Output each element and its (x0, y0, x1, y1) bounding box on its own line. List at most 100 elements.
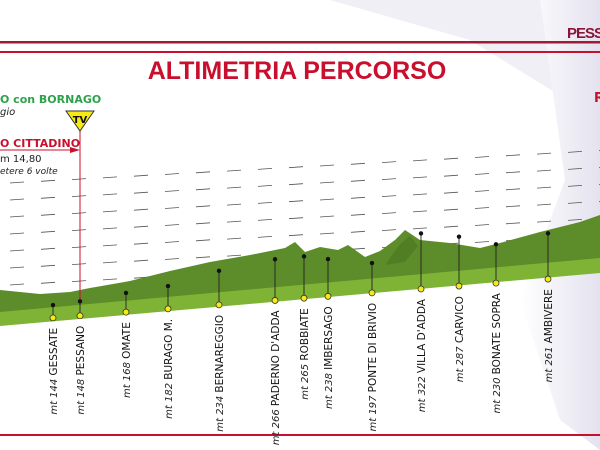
grid-dash (40, 281, 56, 284)
altitude-point (123, 290, 129, 296)
altitude-point (216, 268, 222, 274)
town-marker (492, 279, 500, 287)
grid-dash (226, 186, 242, 189)
town-label: mt 148 PESSANO (75, 326, 87, 415)
grid-dash (40, 213, 56, 216)
profile-shade (385, 236, 418, 265)
right-partial-label: R (594, 91, 600, 106)
grid-dash (443, 191, 459, 194)
grid-dash (536, 220, 552, 223)
grid-dash (164, 224, 180, 226)
grid-dash (102, 193, 118, 196)
grid-dash (71, 195, 87, 197)
town-marker (455, 282, 463, 290)
town-marker (76, 312, 84, 320)
grid-dash (319, 164, 335, 167)
grid-dash (133, 242, 149, 245)
town-altitude: mt 265 (300, 361, 311, 400)
town-marker (368, 289, 376, 297)
town-label: mt 287 CARVICO (454, 296, 466, 382)
town-altitude: mt 168 (122, 359, 133, 398)
grid-dash (102, 176, 118, 179)
town-name: ROBBIATE (299, 308, 311, 360)
town-altitude: mt 234 (215, 393, 226, 432)
town-name: BERNAREGGIO (214, 315, 226, 393)
grid-dash (226, 237, 242, 240)
grid-dash (288, 183, 304, 186)
grid-dash (102, 227, 118, 230)
grid-dash (474, 207, 490, 209)
town-marker (49, 314, 57, 322)
town-altitude: mt 148 (76, 376, 87, 415)
grid-dash (9, 215, 25, 218)
town-marker (417, 285, 425, 293)
grid-dash (71, 280, 87, 282)
town-name: VILLA D'ADDA (416, 298, 428, 373)
grid-dash (505, 154, 521, 157)
town-label: mt 261 AMBIVERE (543, 289, 555, 382)
town-label: mt 182 BURAGO M. (163, 319, 175, 419)
town-marker (164, 305, 172, 313)
grid-dash (9, 181, 25, 184)
grid-dash (288, 217, 304, 220)
tv-label: TV (73, 115, 88, 126)
grid-dash (71, 263, 87, 265)
grid-dash (319, 232, 335, 235)
grid-dash (133, 174, 149, 177)
grid-dash (381, 178, 397, 180)
grid-dash (226, 254, 242, 257)
grid-dash (288, 234, 304, 237)
grid-dash (102, 210, 118, 213)
grid-dash (195, 205, 211, 208)
town-marker (122, 308, 130, 316)
background-decoration (330, 0, 600, 120)
grid-dash (505, 222, 521, 225)
grid-dash (381, 229, 397, 231)
grid-dash (474, 156, 490, 158)
grid-dash (350, 179, 366, 182)
grid-dash (474, 173, 490, 175)
town-name: BONATE SOPRA (491, 292, 503, 374)
grid-dash (102, 261, 118, 264)
grid-dash (567, 168, 583, 170)
town-name: PESSANO (75, 326, 87, 376)
grid-dash (350, 230, 366, 233)
grid-dash (505, 188, 521, 191)
grid-dash (71, 246, 87, 248)
grid-dash (164, 241, 180, 243)
grid-dash (195, 188, 211, 191)
grid-dash (9, 249, 25, 252)
town-name: BURAGO M. (163, 319, 175, 380)
grid-dash (133, 259, 149, 262)
grid-dash (133, 208, 149, 211)
grid-dash (319, 181, 335, 184)
town-name: PADERNO D'ADDA (270, 310, 282, 406)
grid-dash (195, 171, 211, 174)
grid-dash (40, 179, 56, 182)
town-name: CARVICO (454, 296, 466, 343)
town-altitude: mt 287 (455, 343, 466, 382)
town-marker (300, 294, 308, 302)
tv-triangle-icon (65, 110, 95, 132)
grid-dash (350, 196, 366, 199)
background-decoration (520, 0, 600, 450)
markers: mt 144 GESSATE mt 148 PESSANO mt 168 OMATE… (48, 231, 555, 445)
town-altitude: mt 266 (271, 406, 282, 445)
header-line-bottom (0, 51, 600, 53)
grid-dash (133, 191, 149, 194)
grid-dash (9, 232, 25, 235)
grid-dash (9, 283, 25, 286)
altitude-point (369, 260, 375, 266)
circuit-repeat: etere 6 volte (0, 167, 58, 177)
town-altitude: mt 197 (368, 392, 379, 431)
town-name: OMATE (121, 322, 133, 359)
grid-dash (195, 222, 211, 225)
town-name: AMBIVERE (543, 289, 555, 343)
grid-dash (474, 224, 490, 226)
grid-dash (350, 213, 366, 216)
profile-top-surface (0, 215, 600, 316)
grid-dash (288, 166, 304, 169)
grid-dash (40, 247, 56, 250)
town-marker (215, 301, 223, 309)
